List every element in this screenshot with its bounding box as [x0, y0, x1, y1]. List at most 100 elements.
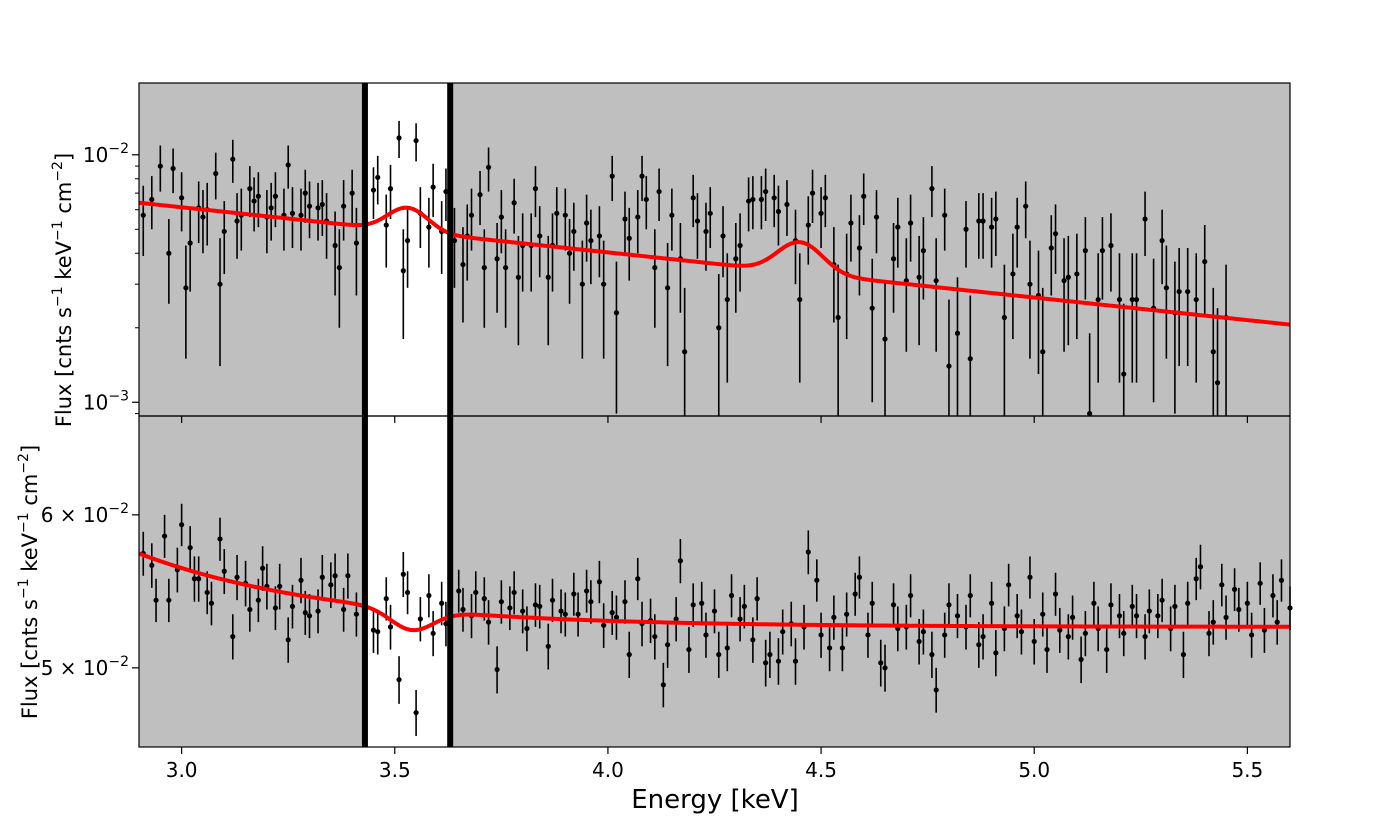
top-data-point-141	[1014, 224, 1020, 230]
top-data-point-102	[758, 196, 764, 203]
bottom-data-point-160	[1159, 597, 1165, 603]
top-data-point-40	[383, 222, 389, 228]
top-data-point-75	[588, 238, 594, 244]
bottom-ylabel-sup-1: −1	[16, 512, 32, 533]
bottom-data-point-59	[511, 589, 517, 596]
top-data-point-146	[1048, 245, 1054, 251]
top-data-point-0	[140, 212, 146, 218]
top-data-point-18	[251, 198, 257, 204]
bottom-data-point-19	[260, 565, 266, 571]
bottom-data-point-76	[622, 599, 628, 605]
bottom-data-point-174	[1249, 632, 1255, 638]
bottom-data-point-56	[494, 666, 500, 673]
bottom-ylabel-sup-0: −1	[16, 578, 32, 599]
bottom-data-point-81	[652, 633, 658, 640]
bottom-data-point-121	[907, 592, 914, 599]
top-data-point-117	[856, 245, 863, 251]
top-data-point-24	[285, 162, 291, 168]
top-ytick-exp-0: −3	[108, 388, 129, 404]
bottom-ytick-label-1: 6 × 10−2	[41, 501, 129, 527]
top-panel-background	[139, 83, 1290, 416]
top-data-point-32	[332, 242, 338, 249]
bottom-data-point-100	[775, 658, 782, 664]
xtick-label-4: 5.0	[1018, 758, 1050, 782]
bottom-data-point-117	[882, 665, 888, 671]
bottom-data-point-112	[852, 591, 858, 597]
top-data-point-131	[946, 363, 952, 369]
top-data-point-87	[665, 285, 671, 291]
bottom-data-point-37	[375, 629, 381, 635]
xtick-label-3: 4.5	[805, 758, 837, 782]
bottom-data-point-137	[1014, 613, 1020, 619]
bottom-data-point-23	[285, 637, 291, 643]
top-data-point-66	[537, 233, 543, 239]
bottom-data-point-164	[1185, 600, 1191, 606]
top-data-point-11	[213, 170, 219, 177]
top-data-point-90	[682, 349, 688, 355]
bottom-data-point-55	[485, 619, 492, 625]
bottom-data-point-108	[827, 645, 833, 651]
top-data-point-97	[724, 296, 730, 303]
bottom-data-point-14	[230, 633, 236, 640]
top-ytick-label-1: 10−2	[83, 141, 129, 167]
bottom-data-point-152	[1108, 602, 1114, 608]
top-data-point-139	[1001, 314, 1007, 321]
bottom-data-point-7	[187, 545, 193, 551]
bottom-ytick-exp-1: −2	[108, 501, 129, 517]
bottom-data-point-12	[217, 536, 223, 542]
top-data-point-7	[187, 240, 193, 246]
top-data-point-142	[1023, 203, 1029, 209]
bottom-data-point-111	[844, 611, 850, 617]
top-data-point-78	[609, 173, 615, 179]
bottom-data-point-18	[255, 597, 261, 603]
top-data-point-98	[733, 256, 739, 262]
bottom-data-point-98	[763, 660, 769, 666]
top-data-point-103	[763, 188, 769, 195]
bottom-data-point-134	[993, 650, 999, 656]
bottom-ylabel-sup-2: −2	[16, 453, 32, 474]
top-data-point-33	[336, 265, 342, 271]
bottom-data-point-45	[426, 592, 432, 599]
bottom-data-point-130	[967, 592, 973, 599]
bottom-data-point-75	[613, 614, 620, 620]
top-data-point-157	[1121, 371, 1127, 377]
chart-marks	[138, 83, 1293, 747]
top-y-axis-label: Flux [cnts s−1 keV−1 cm−2]	[50, 153, 76, 427]
top-data-point-132	[954, 330, 961, 336]
bottom-data-point-136	[1006, 582, 1012, 588]
bottom-data-point-132	[980, 633, 986, 640]
top-data-point-54	[468, 212, 475, 218]
bottom-model-line	[138, 551, 1290, 633]
top-data-point-165	[1176, 288, 1182, 295]
bottom-data-point-40	[396, 677, 402, 683]
bottom-data-point-131	[976, 642, 982, 648]
top-ylabel-part-1: keV	[52, 240, 76, 286]
bottom-data-point-103	[792, 658, 799, 664]
bottom-data-point-149	[1091, 600, 1097, 606]
top-data-point-149	[1065, 274, 1071, 280]
bottom-ylabel-part-0: Flux [cnts s	[18, 599, 42, 719]
top-data-point-58	[494, 256, 500, 262]
x-axis-label: Energy [keV]	[631, 785, 799, 815]
top-data-point-19	[255, 193, 261, 199]
bottom-data-point-133	[988, 600, 995, 606]
top-data-point-83	[639, 173, 645, 179]
bottom-data-point-93	[728, 592, 735, 599]
bottom-data-point-122	[916, 638, 922, 645]
bottom-data-point-148	[1082, 630, 1088, 636]
bottom-data-point-69	[575, 611, 581, 617]
bottom-data-point-118	[890, 602, 897, 608]
top-data-point-128	[929, 186, 935, 192]
bottom-data-point-31	[332, 573, 338, 579]
top-data-point-60	[503, 265, 509, 271]
bottom-data-point-78	[635, 576, 641, 582]
bottom-data-point-50	[456, 588, 462, 594]
xtick-label-5: 5.5	[1231, 758, 1263, 782]
top-ylabel-sup-2: −2	[50, 161, 66, 182]
top-data-point-29	[315, 205, 321, 211]
top-data-point-6	[183, 285, 189, 291]
bottom-data-point-105	[805, 549, 811, 555]
bottom-data-point-175	[1257, 580, 1263, 586]
top-data-point-169	[1210, 349, 1216, 355]
top-data-point-111	[818, 210, 824, 216]
